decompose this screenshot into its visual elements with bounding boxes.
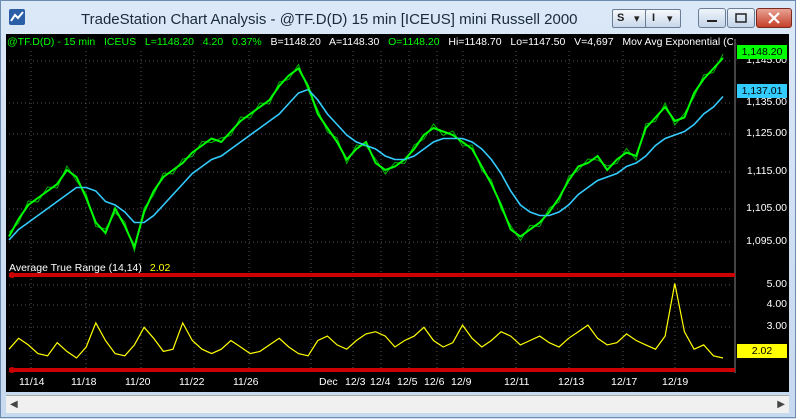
insert-menu-button[interactable]: I ▾ (645, 9, 681, 28)
price-tick: 1,125.00 (746, 127, 787, 139)
legend-open: O=1148.20 (388, 36, 440, 48)
date-label: 11/18 (71, 376, 97, 388)
date-label: 11/14 (19, 376, 45, 388)
atr-value-tag: 2.02 (737, 344, 787, 358)
legend-low: Lo=1147.50 (510, 36, 566, 48)
pane-divider (9, 273, 735, 277)
date-label: 12/19 (662, 376, 689, 388)
close-icon (768, 12, 780, 24)
date-label: 12/13 (558, 376, 585, 388)
legend-pct: 0.37% (232, 36, 262, 48)
pane-divider (9, 368, 735, 372)
series-line (8, 57, 724, 250)
legend-high: Hi=1148.70 (448, 36, 502, 48)
legend-volume: V=4,697 (574, 36, 614, 48)
title-bar[interactable]: TradeStation Chart Analysis - @TF.D(D) 1… (1, 1, 795, 35)
date-label: 12/3 (345, 376, 366, 388)
legend-study: Mov Avg Exponential (C (622, 36, 733, 48)
price-noise-line (8, 53, 724, 253)
scroll-left-icon[interactable]: ◀ (10, 399, 18, 410)
chart-area[interactable] (6, 34, 789, 392)
date-label: 12/17 (611, 376, 638, 388)
date-label: 11/20 (125, 376, 151, 388)
legend-exchange: ICEUS (104, 36, 137, 48)
price-tick: 1,095.00 (746, 235, 787, 247)
atr-legend: Average True Range (14,14) 2.02 (9, 262, 170, 274)
chevron-down-icon: ▾ (634, 13, 640, 25)
date-label: 12/5 (397, 376, 418, 388)
minimize-icon (707, 20, 717, 22)
date-label: 11/22 (179, 376, 205, 388)
legend-bid: B=1148.20 (270, 36, 321, 48)
close-button[interactable] (756, 8, 792, 28)
tradestation-app-icon (9, 9, 25, 25)
divider-handle (9, 272, 15, 278)
date-label: 11/26 (233, 376, 259, 388)
legend-ask: A=1148.30 (329, 36, 380, 48)
maximize-icon (735, 13, 747, 23)
chevron-down-icon: ▾ (667, 13, 673, 25)
legend-symbol: @TF.D(D) - 15 min (7, 36, 96, 48)
date-label: 12/4 (370, 376, 391, 388)
atr-tick: 4.00 (766, 298, 787, 310)
horizontal-scrollbar[interactable]: ◀ ▶ (6, 395, 789, 413)
price-legend: @TF.D(D) - 15 min ICEUS L=1148.20 4.20 0… (7, 36, 733, 48)
legend-change: 4.20 (202, 36, 224, 48)
date-label: 12/6 (424, 376, 445, 388)
atr-legend-value: 2.02 (149, 262, 171, 274)
date-label: 12/11 (504, 376, 530, 388)
scroll-right-icon[interactable]: ▶ (777, 399, 785, 410)
atr-label-text: Average True Range (14,14) (9, 262, 142, 274)
ema-value-tag: 1,137.01 (737, 84, 787, 98)
date-label: Dec (319, 376, 338, 388)
last-price-tag: 1,148.20 (737, 45, 787, 59)
atr-line (8, 283, 724, 359)
minimize-button[interactable] (698, 8, 726, 28)
divider-handle (9, 367, 15, 373)
atr-tick: 5.00 (766, 278, 787, 290)
atr-tick: 3.00 (766, 320, 787, 332)
price-tick: 1,115.00 (746, 165, 787, 177)
price-tick: 1,105.00 (746, 202, 787, 214)
legend-last: L=1148.20 (144, 36, 195, 48)
series-line (8, 88, 724, 241)
maximize-button[interactable] (727, 8, 755, 28)
price-tick: 1,135.00 (746, 96, 787, 108)
window-title: TradeStation Chart Analysis - @TF.D(D) 1… (81, 11, 581, 28)
date-label: 12/9 (451, 376, 472, 388)
